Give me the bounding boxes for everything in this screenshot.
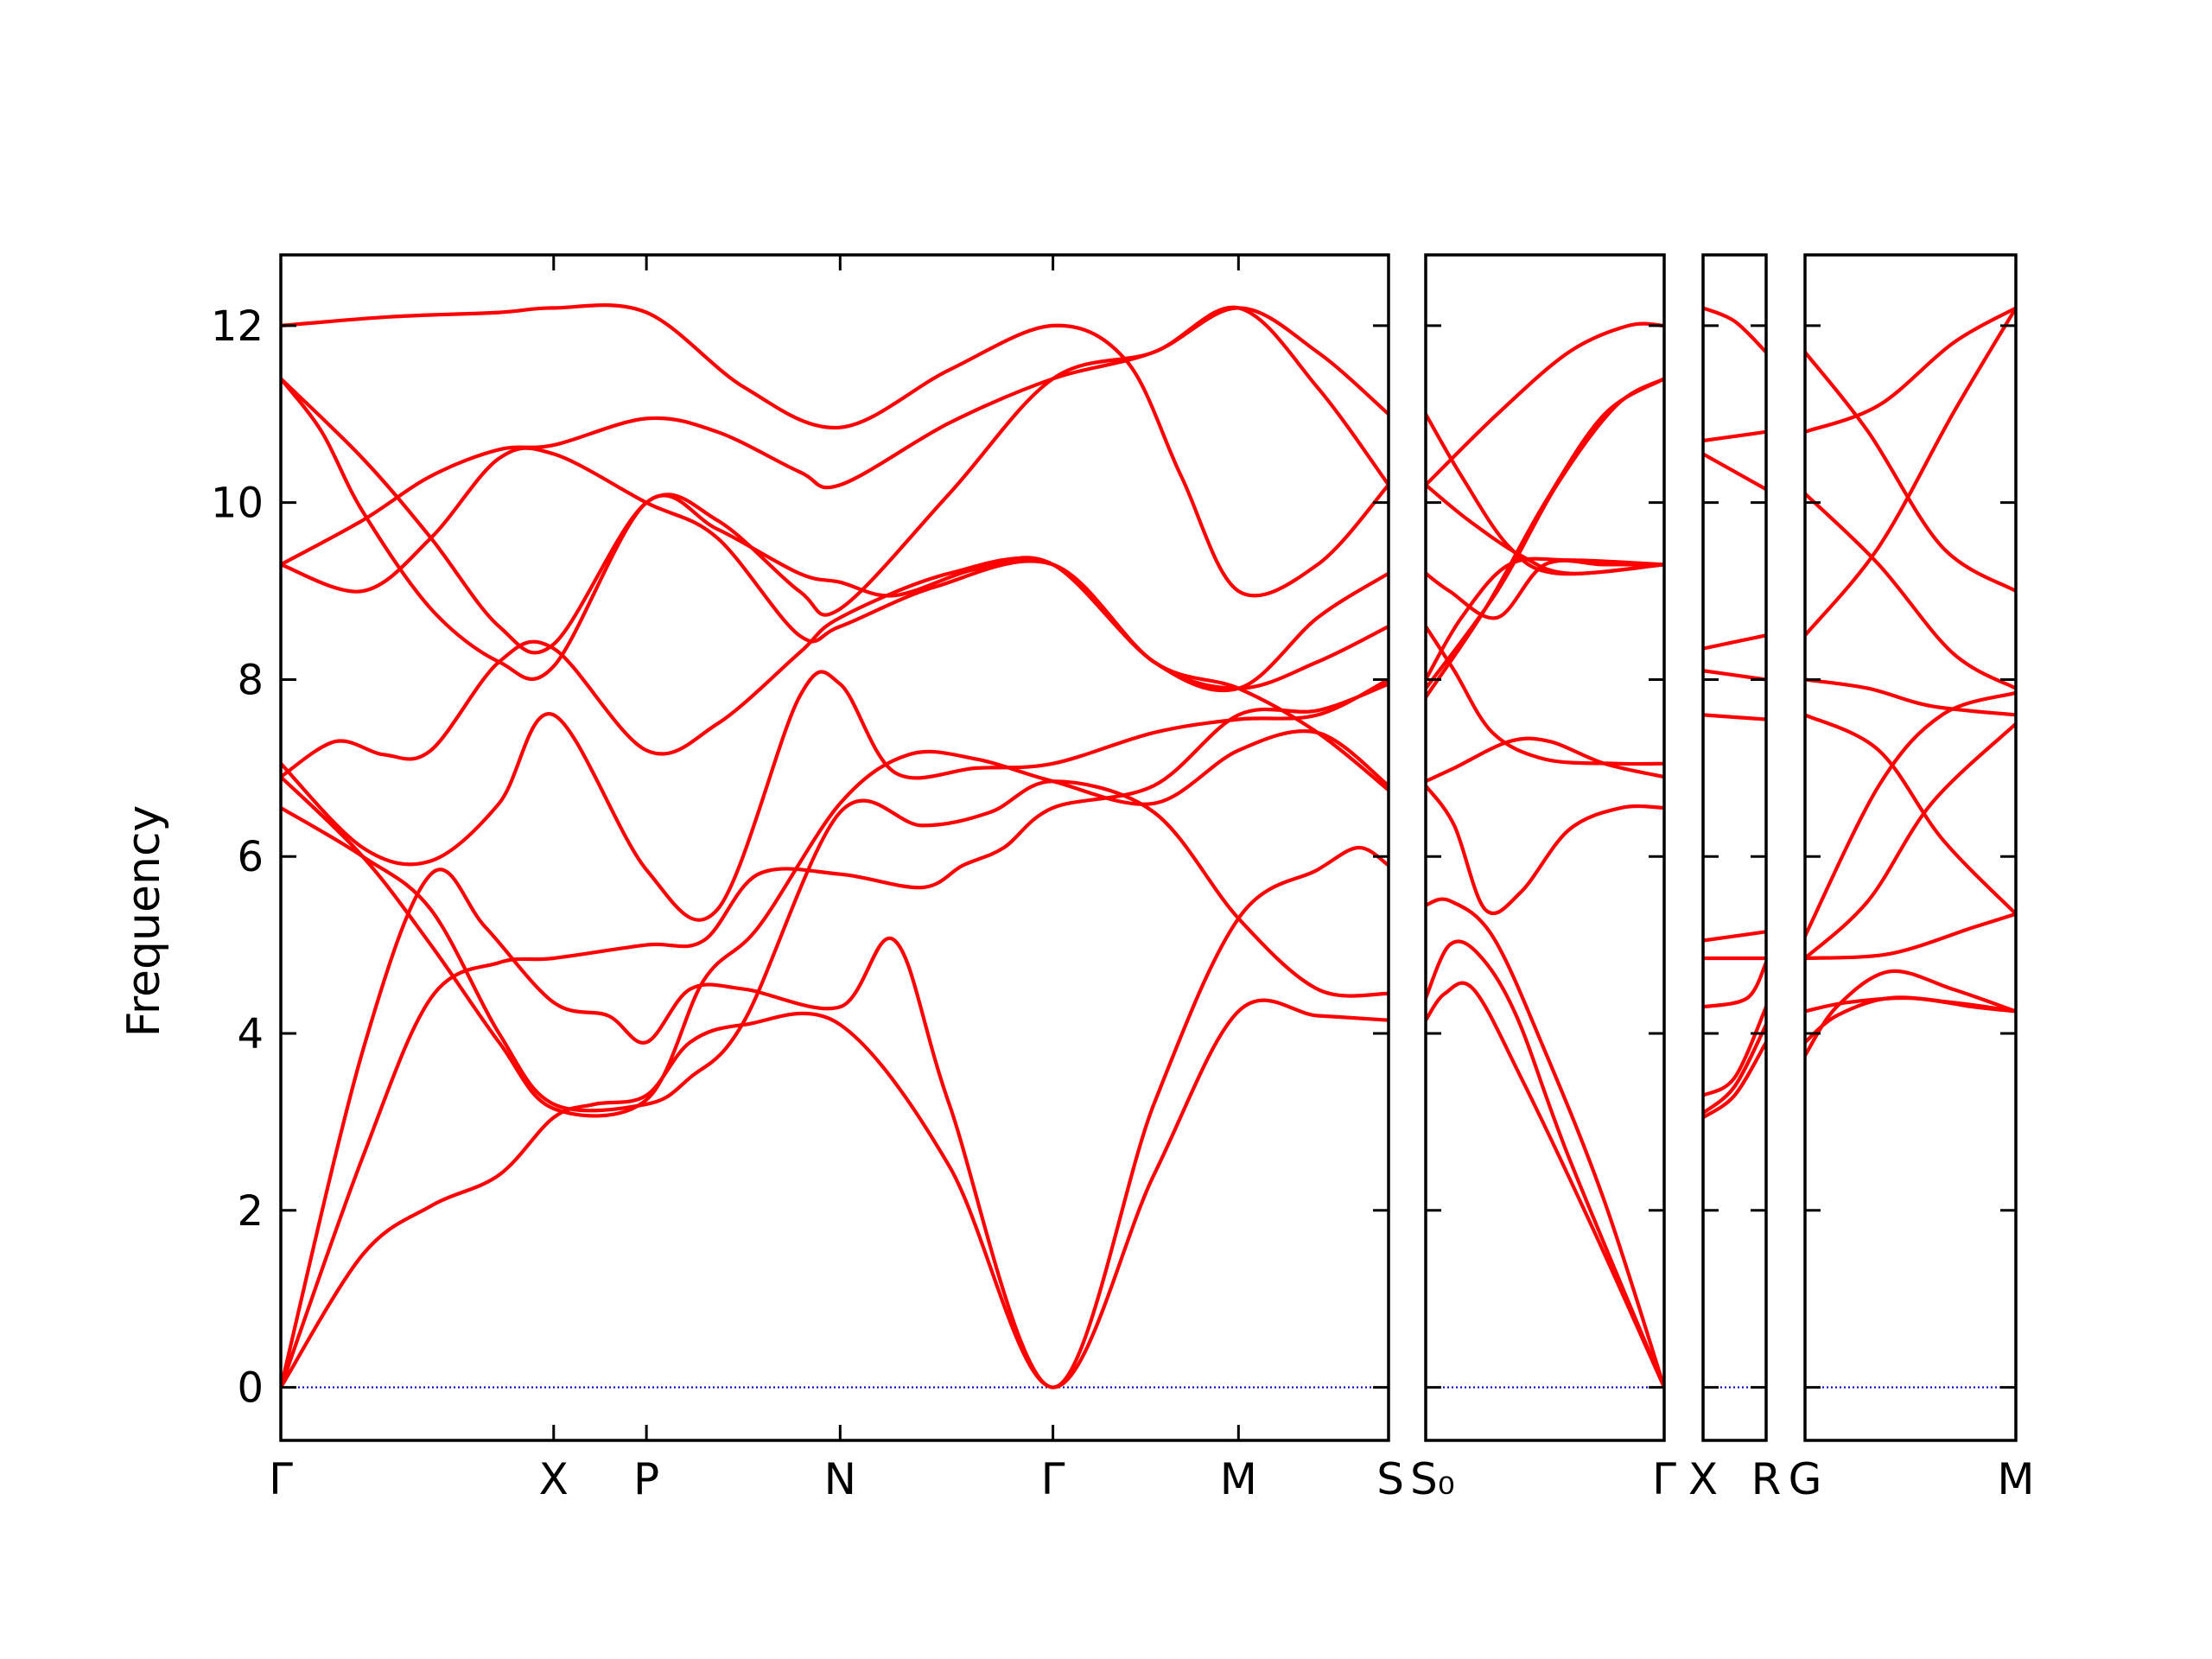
x-tick-label: X xyxy=(539,1454,569,1504)
panel-frame xyxy=(279,253,1390,1442)
bands xyxy=(1426,321,1664,1389)
y-axis-label: Frequency xyxy=(118,805,170,1038)
band-line-10 xyxy=(1426,412,1664,576)
band-line-7 xyxy=(281,556,1389,779)
x-tick-label: G xyxy=(1789,1454,1822,1504)
y-tick-label: 6 xyxy=(237,833,264,881)
bands xyxy=(1703,306,1766,1120)
panel-frame xyxy=(1701,253,1768,1442)
band-line-6 xyxy=(1703,930,1766,943)
x-tick-label: M xyxy=(1220,1454,1257,1504)
y-tick-label: 12 xyxy=(211,302,264,351)
band-line-8 xyxy=(1703,669,1766,682)
band-line-11 xyxy=(1703,429,1766,443)
band-line-3 xyxy=(281,845,1389,1389)
bands xyxy=(1805,306,2016,1058)
band-line-12 xyxy=(1703,306,1766,354)
band-line-13 xyxy=(1426,321,1664,487)
band-line-8 xyxy=(1426,558,1664,620)
band-line-12 xyxy=(281,303,1389,598)
band-line-4 xyxy=(1426,784,1664,916)
band-line-9 xyxy=(1805,306,2016,638)
band-line-7 xyxy=(1703,713,1766,721)
band-line-10 xyxy=(281,305,1389,567)
x-tick-label: N xyxy=(824,1454,856,1504)
band-line-5 xyxy=(1426,736,1664,784)
band-line-1 xyxy=(1805,969,2016,1058)
band-line-8 xyxy=(1805,677,2016,717)
bands xyxy=(281,303,1389,1389)
y-tick-label: 2 xyxy=(237,1187,264,1236)
band-line-2 xyxy=(281,682,1389,1389)
band-line-3 xyxy=(1805,995,2016,1014)
band-line-1 xyxy=(1426,981,1664,1389)
x-tick-label: Γ xyxy=(269,1454,293,1504)
band-line-5 xyxy=(1805,721,2016,961)
band-line-1 xyxy=(281,998,1389,1389)
band-line-7 xyxy=(1426,556,1664,682)
band-line-10 xyxy=(1805,492,2016,690)
band-line-11 xyxy=(1426,377,1664,690)
x-tick-label: P xyxy=(633,1454,659,1504)
y-tick-label: 8 xyxy=(237,656,264,704)
band-line-1 xyxy=(1703,1040,1766,1120)
y-tick-label: 10 xyxy=(211,480,264,528)
band-line-3 xyxy=(1703,1005,1766,1097)
y-tick-label: 4 xyxy=(237,1010,264,1058)
band-line-5 xyxy=(281,729,1389,1118)
band-line-6 xyxy=(1805,690,2016,938)
band-line-12 xyxy=(1426,377,1664,699)
band-line-12 xyxy=(1805,350,2016,594)
panel-2: S₀ Γ xyxy=(1410,253,1676,1504)
band-line-10 xyxy=(1703,452,1766,492)
band-line-6 xyxy=(281,670,1389,922)
x-tick-label: Γ xyxy=(1041,1454,1065,1504)
band-line-2 xyxy=(1703,1022,1766,1116)
band-line-8 xyxy=(281,446,1389,792)
x-tick-label: Γ xyxy=(1652,1454,1676,1504)
x-tick-label: X xyxy=(1688,1454,1718,1504)
x-tick-label: S₀ xyxy=(1410,1454,1455,1504)
band-line-6 xyxy=(1426,624,1664,766)
x-tick-label: R xyxy=(1751,1454,1782,1504)
panel-1: 0 2 4 6 8 10 12 Γ X P N Γ M S xyxy=(211,253,1404,1504)
y-tick-label: 0 xyxy=(237,1364,264,1413)
x-tick-label: S xyxy=(1376,1454,1404,1504)
band-line-11 xyxy=(281,306,1389,655)
panel-frame xyxy=(1424,253,1666,1442)
band-line-9 xyxy=(1703,633,1766,651)
band-line-4 xyxy=(281,779,1389,1113)
band-line-4 xyxy=(1703,961,1766,1009)
band-line-3 xyxy=(1426,897,1664,1389)
band-line-11 xyxy=(1805,306,2016,434)
band-line-4 xyxy=(1805,912,2016,961)
band-line-2 xyxy=(1426,939,1664,1389)
panel-frame xyxy=(1803,253,2018,1442)
band-line-7 xyxy=(1805,713,2016,916)
x-tick-label: M xyxy=(1997,1454,2034,1504)
band-line-9 xyxy=(281,377,1389,693)
